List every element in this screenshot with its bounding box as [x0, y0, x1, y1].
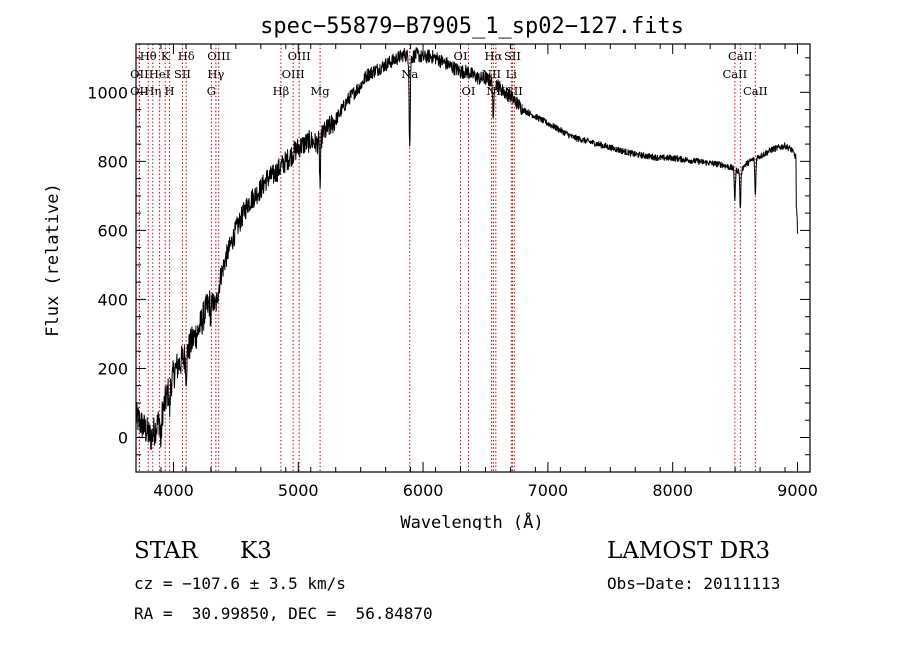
line-label: HeI	[149, 67, 170, 81]
line-label: CaII	[728, 49, 753, 63]
line-label: H	[165, 84, 175, 98]
y-tick-label: 1000	[87, 83, 128, 102]
line-label: Mg	[311, 84, 331, 98]
line-label: OIII	[282, 67, 305, 81]
line-label: Hδ	[178, 49, 195, 63]
x-tick-label: 5000	[278, 481, 319, 500]
chart-title: spec−55879−B7905_1_sp02−127.fits	[260, 14, 684, 39]
line-label: Na	[401, 67, 418, 81]
line-label: Hγ	[207, 67, 224, 81]
spectrum-line	[135, 47, 798, 450]
plot-frame	[135, 43, 811, 473]
line-label: OIII	[288, 49, 311, 63]
x-tick-label: 6000	[403, 481, 444, 500]
y-tick-label: 800	[97, 152, 128, 171]
line-label: Hβ	[273, 84, 290, 98]
line-label: Hθ	[140, 49, 157, 63]
line-label: OI	[462, 84, 476, 98]
spectrum-chart: spec−55879−B7905_1_sp02−127.fits Hθ OII OI…	[43, 14, 818, 530]
line-label: G	[207, 84, 216, 98]
redshift-velocity: cz = −107.6 ± 3.5 km/s	[134, 574, 346, 593]
line-label: OII	[130, 67, 149, 81]
line-label: CaII	[722, 67, 747, 81]
survey-name: LAMOST DR3	[607, 538, 771, 564]
x-tick-label: 7000	[528, 481, 569, 500]
y-tick-label: 600	[97, 221, 128, 240]
axis-ticks: 4000 5000 6000 7000 8000 9000 0 200 400 600 800 100…	[87, 44, 818, 500]
line-label: CaII	[743, 84, 768, 98]
object-subclass: K3	[240, 538, 272, 564]
object-class: STAR	[134, 538, 198, 564]
x-tick-label: 4000	[153, 481, 194, 500]
x-tick-label: 8000	[652, 481, 693, 500]
y-tick-label: 200	[97, 359, 128, 378]
emission-line-markers	[138, 44, 756, 472]
x-axis-label: Wavelength (Å)	[400, 511, 543, 530]
line-label: K	[161, 49, 170, 63]
line-label: Hα	[484, 49, 502, 63]
y-axis-label: Flux (relative)	[43, 183, 63, 337]
line-label: OII	[130, 84, 149, 98]
line-label: SII	[504, 49, 521, 63]
line-label: OI	[454, 49, 468, 63]
line-label: Li	[506, 67, 518, 81]
line-label: Hη	[144, 84, 161, 98]
observation-date: Obs−Date: 20111113	[607, 574, 781, 593]
line-label: OIII	[207, 49, 230, 63]
coordinates: RA = 30.99850, DEC = 56.84870	[134, 604, 433, 623]
emission-line-labels: HθOIIOIIHηHeIKHSIIHδGHγOIIIHβOIIIOIIIMgN…	[130, 49, 768, 98]
y-tick-label: 400	[97, 290, 128, 309]
line-label: SII	[174, 67, 191, 81]
y-tick-label: 0	[118, 428, 128, 447]
x-tick-label: 9000	[777, 481, 818, 500]
